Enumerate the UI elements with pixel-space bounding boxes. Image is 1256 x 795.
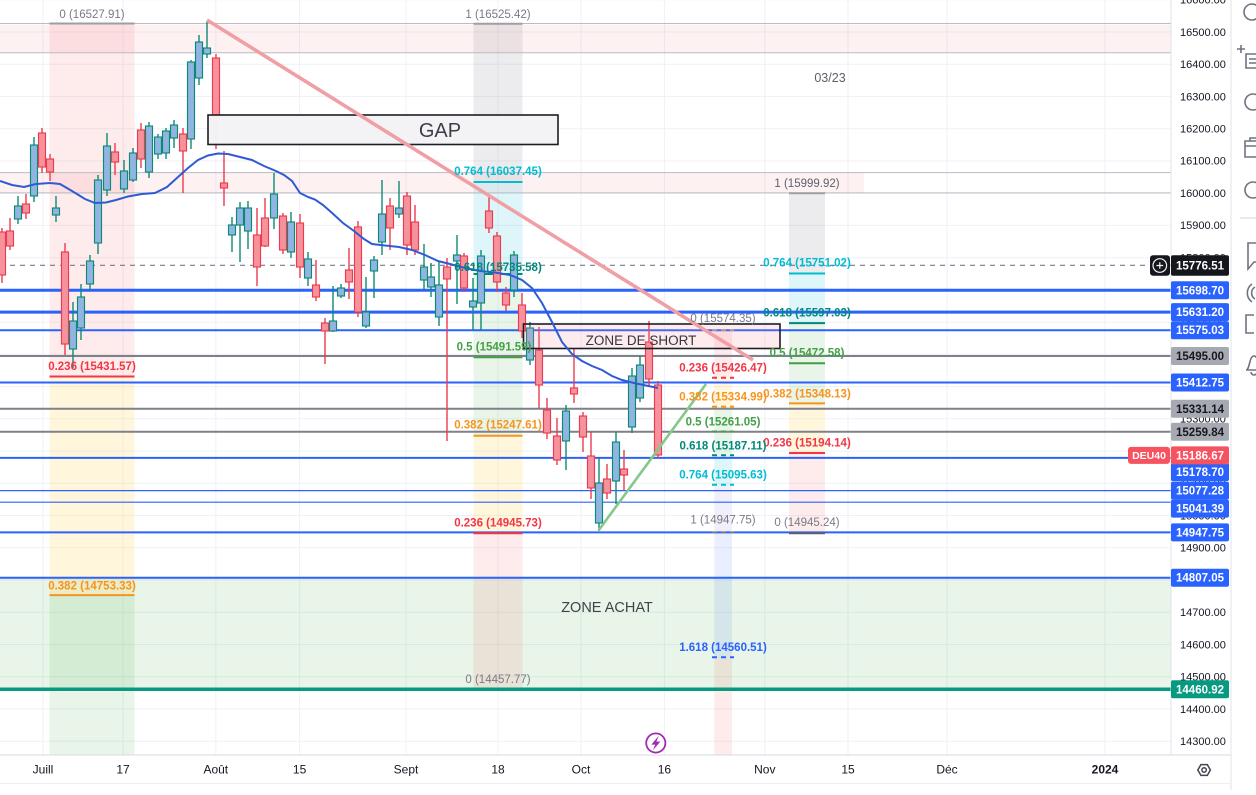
svg-text:15331.14: 15331.14 (1176, 404, 1225, 416)
svg-text:0.236 (14945.73): 0.236 (14945.73) (454, 518, 542, 530)
svg-text:1 (16525.42): 1 (16525.42) (465, 9, 530, 21)
svg-text:14460.92: 14460.92 (1176, 684, 1224, 696)
svg-text:GAP: GAP (419, 120, 461, 142)
svg-text:0 (14457.77): 0 (14457.77) (465, 674, 530, 686)
svg-text:0.236 (15431.57): 0.236 (15431.57) (48, 361, 136, 373)
svg-text:Oct: Oct (572, 763, 591, 777)
svg-text:15: 15 (293, 763, 307, 777)
svg-text:16200.00: 16200.00 (1180, 124, 1226, 136)
svg-text:0.5 (15261.05): 0.5 (15261.05) (686, 417, 761, 429)
svg-text:0.764 (15751.02): 0.764 (15751.02) (763, 258, 851, 270)
svg-text:14807.05: 14807.05 (1176, 573, 1225, 585)
svg-text:16400.00: 16400.00 (1180, 59, 1226, 71)
svg-text:1.618 (14560.51): 1.618 (14560.51) (679, 642, 767, 654)
svg-text:0.236 (15426.47): 0.236 (15426.47) (679, 363, 767, 375)
svg-text:0.5 (15491.59): 0.5 (15491.59) (457, 342, 532, 354)
svg-text:14900.00: 14900.00 (1180, 543, 1226, 555)
svg-text:16300.00: 16300.00 (1180, 91, 1226, 103)
svg-text:16000.00: 16000.00 (1180, 188, 1226, 200)
svg-text:15259.84: 15259.84 (1176, 427, 1225, 439)
svg-text:0.764 (15095.63): 0.764 (15095.63) (679, 470, 767, 482)
svg-text:Nov: Nov (754, 763, 775, 777)
svg-text:0.382 (15247.61): 0.382 (15247.61) (454, 420, 542, 432)
svg-text:0.382 (14753.33): 0.382 (14753.33) (48, 581, 136, 593)
svg-text:DEU40: DEU40 (1132, 450, 1166, 462)
svg-text:15178.70: 15178.70 (1176, 467, 1224, 479)
svg-text:16600.00: 16600.00 (1180, 0, 1226, 7)
svg-text:15631.20: 15631.20 (1176, 307, 1224, 319)
svg-text:ZONE DE SHORT: ZONE DE SHORT (586, 333, 697, 348)
svg-text:18: 18 (491, 763, 505, 777)
svg-text:0.618 (15597.03): 0.618 (15597.03) (763, 308, 851, 320)
svg-text:0.618 (15187.11): 0.618 (15187.11) (680, 440, 767, 452)
svg-text:15077.28: 15077.28 (1176, 486, 1225, 498)
svg-text:0.382 (15334.99): 0.382 (15334.99) (679, 392, 767, 404)
svg-text:Juill: Juill (33, 763, 54, 777)
svg-text:15698.70: 15698.70 (1176, 285, 1224, 297)
svg-text:14300.00: 14300.00 (1180, 736, 1226, 748)
svg-text:0.236 (15194.14): 0.236 (15194.14) (763, 438, 851, 450)
svg-text:15900.00: 15900.00 (1180, 220, 1226, 232)
svg-text:1 (15999.92): 1 (15999.92) (774, 178, 839, 190)
svg-text:14947.75: 14947.75 (1176, 527, 1225, 539)
svg-text:0.5 (15472.58): 0.5 (15472.58) (770, 348, 845, 360)
svg-text:16100.00: 16100.00 (1180, 156, 1226, 168)
svg-text:0 (15574.35): 0 (15574.35) (690, 313, 755, 325)
svg-text:15: 15 (841, 763, 855, 777)
svg-text:0.764 (16037.45): 0.764 (16037.45) (454, 166, 542, 178)
svg-text:14700.00: 14700.00 (1180, 607, 1226, 619)
svg-text:Sept: Sept (394, 763, 419, 777)
svg-text:0 (16527.91): 0 (16527.91) (59, 9, 124, 21)
svg-text:15495.00: 15495.00 (1176, 351, 1224, 363)
svg-text:2024: 2024 (1092, 763, 1119, 777)
svg-text:14400.00: 14400.00 (1180, 704, 1226, 716)
svg-text:Août: Août (203, 763, 228, 777)
svg-text:14600.00: 14600.00 (1180, 639, 1226, 651)
svg-text:17: 17 (116, 763, 130, 777)
svg-text:1 (14947.75): 1 (14947.75) (690, 515, 755, 527)
svg-text:03/23: 03/23 (814, 71, 845, 85)
svg-text:15776.51: 15776.51 (1176, 261, 1225, 273)
svg-text:16500.00: 16500.00 (1180, 27, 1226, 39)
svg-text:15041.39: 15041.39 (1176, 504, 1224, 516)
svg-text:0.618 (15735.58): 0.618 (15735.58) (454, 262, 542, 274)
svg-text:16: 16 (658, 763, 672, 777)
svg-text:15412.75: 15412.75 (1176, 378, 1225, 390)
svg-text:15575.03: 15575.03 (1176, 325, 1224, 337)
svg-text:Déc: Déc (936, 763, 957, 777)
svg-text:15186.67: 15186.67 (1176, 450, 1224, 462)
svg-text:ZONE ACHAT: ZONE ACHAT (561, 600, 653, 616)
svg-text:0 (14945.24): 0 (14945.24) (774, 517, 839, 529)
svg-text:0.382 (15348.13): 0.382 (15348.13) (763, 389, 851, 401)
